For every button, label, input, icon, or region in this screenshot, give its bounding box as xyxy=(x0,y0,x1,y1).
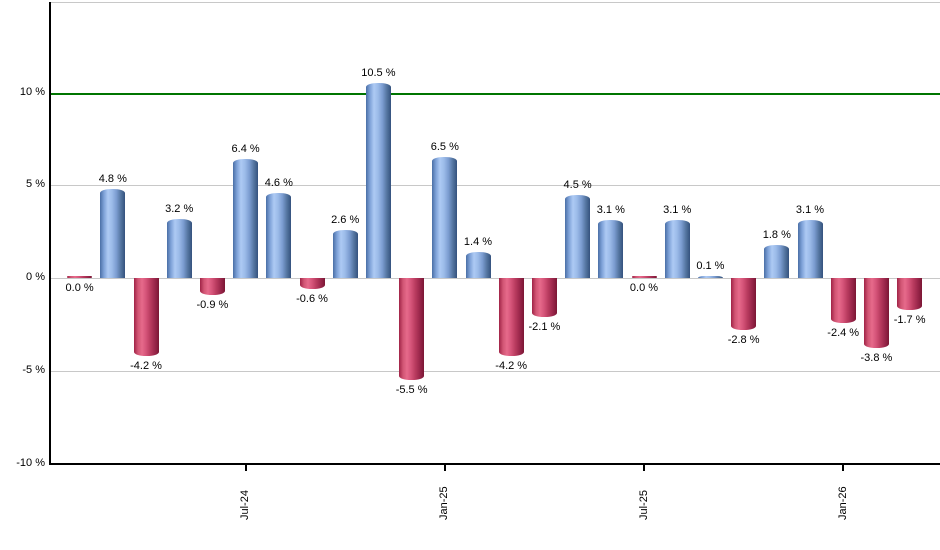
bar xyxy=(598,220,624,278)
bar-value-label: 1.4 % xyxy=(463,236,493,249)
bar xyxy=(67,276,93,278)
bar-value-label: 0.0 % xyxy=(65,282,94,294)
bar-value-label: -2.1 % xyxy=(528,320,561,333)
x-axis-tick xyxy=(842,465,845,471)
bar xyxy=(133,278,159,356)
x-axis-label: Jul-24 xyxy=(239,490,252,520)
bar-value-label: 3.1 % xyxy=(596,204,625,217)
bar-value-label: -2.4 % xyxy=(827,326,860,339)
gridline xyxy=(51,371,940,372)
y-axis-label: 5 % xyxy=(26,178,45,190)
bar-value-label: 2.6 % xyxy=(331,213,360,226)
bar-value-label: 6.5 % xyxy=(430,141,459,154)
gridline xyxy=(51,278,940,279)
x-axis-tick xyxy=(443,465,446,471)
x-axis-tick xyxy=(643,465,645,471)
bar-value-label: -1.7 % xyxy=(893,313,926,326)
bar xyxy=(830,278,856,323)
x-axis-line xyxy=(50,463,940,465)
bar-value-label: 4.8 % xyxy=(98,172,127,185)
bar-value-label: 0.0 % xyxy=(629,282,659,294)
bar xyxy=(432,157,458,278)
bar-value-label: 1.8 % xyxy=(762,228,791,241)
bar xyxy=(664,220,690,278)
bar-value-label: -5.5 % xyxy=(395,384,428,397)
gridline xyxy=(51,185,940,186)
bar xyxy=(365,83,391,278)
bar-value-label: 3.1 % xyxy=(663,204,692,217)
bar xyxy=(465,252,491,278)
bar xyxy=(199,278,225,295)
bar-value-label: -2.8 % xyxy=(727,333,760,346)
bar-value-label: -0.6 % xyxy=(296,293,328,306)
bar xyxy=(100,188,126,278)
bar-value-label: 6.4 % xyxy=(231,143,260,156)
bar-value-label: -0.9 % xyxy=(196,298,229,311)
bar xyxy=(332,229,358,278)
y-axis-label: -10 % xyxy=(16,457,45,469)
y-axis-label: -5 % xyxy=(22,364,45,376)
bar xyxy=(498,278,524,356)
bar xyxy=(764,244,790,278)
bar xyxy=(531,278,557,317)
bar xyxy=(166,218,192,278)
bar xyxy=(399,278,425,381)
x-axis-label: Jan-26 xyxy=(836,486,849,520)
bar-value-label: 4.6 % xyxy=(264,176,293,189)
bar-value-label: 4.5 % xyxy=(563,178,592,191)
bar xyxy=(565,194,591,278)
bar-value-label: 3.2 % xyxy=(165,202,194,215)
bar-value-label: -4.2 % xyxy=(495,359,528,372)
bar xyxy=(631,276,657,278)
benchmark-line xyxy=(51,93,940,95)
bar xyxy=(731,278,757,330)
y-axis-label: 0 % xyxy=(26,271,45,283)
bar-value-label: -3.8 % xyxy=(860,352,893,365)
bar xyxy=(233,159,259,278)
bar xyxy=(797,220,823,278)
bar-value-label: 0.1 % xyxy=(696,260,725,272)
x-axis-label: Jan-25 xyxy=(438,486,451,520)
bar-value-label: 10.5 % xyxy=(361,67,396,80)
x-axis-label: Jul-25 xyxy=(637,490,650,520)
bar-value-label: -4.2 % xyxy=(130,359,162,372)
bar xyxy=(897,278,923,310)
plot-top-border xyxy=(50,2,940,3)
bar-value-label: 3.1 % xyxy=(795,204,825,217)
bar xyxy=(863,278,889,349)
bar xyxy=(697,276,723,278)
x-axis-tick xyxy=(244,465,247,471)
bar xyxy=(299,278,325,290)
bar xyxy=(266,192,292,278)
y-axis-line xyxy=(49,2,51,465)
y-axis-label: 10 % xyxy=(19,86,45,98)
